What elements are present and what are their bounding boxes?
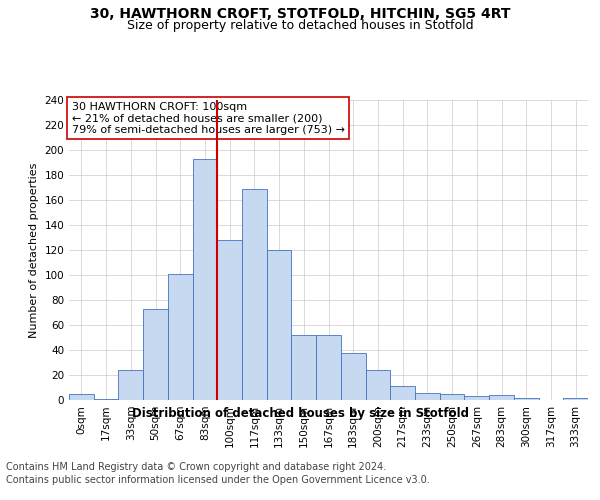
Bar — [464, 396, 489, 400]
Bar — [365, 370, 390, 400]
Bar — [217, 240, 242, 400]
Bar — [316, 335, 341, 400]
Bar — [267, 250, 292, 400]
Bar — [242, 188, 267, 400]
Bar — [341, 352, 365, 400]
Bar — [514, 398, 539, 400]
Text: Contains public sector information licensed under the Open Government Licence v3: Contains public sector information licen… — [6, 475, 430, 485]
Bar — [563, 398, 588, 400]
Bar — [440, 394, 464, 400]
Text: Distribution of detached houses by size in Stotfold: Distribution of detached houses by size … — [131, 408, 469, 420]
Bar — [94, 399, 118, 400]
Bar — [69, 394, 94, 400]
Bar — [193, 159, 217, 400]
Bar — [292, 335, 316, 400]
Y-axis label: Number of detached properties: Number of detached properties — [29, 162, 39, 338]
Text: 30 HAWTHORN CROFT: 100sqm
← 21% of detached houses are smaller (200)
79% of semi: 30 HAWTHORN CROFT: 100sqm ← 21% of detac… — [71, 102, 344, 134]
Text: 30, HAWTHORN CROFT, STOTFOLD, HITCHIN, SG5 4RT: 30, HAWTHORN CROFT, STOTFOLD, HITCHIN, S… — [90, 8, 510, 22]
Text: Contains HM Land Registry data © Crown copyright and database right 2024.: Contains HM Land Registry data © Crown c… — [6, 462, 386, 472]
Bar — [118, 370, 143, 400]
Bar — [415, 392, 440, 400]
Bar — [489, 395, 514, 400]
Text: Size of property relative to detached houses in Stotfold: Size of property relative to detached ho… — [127, 18, 473, 32]
Bar — [143, 308, 168, 400]
Bar — [390, 386, 415, 400]
Bar — [168, 274, 193, 400]
